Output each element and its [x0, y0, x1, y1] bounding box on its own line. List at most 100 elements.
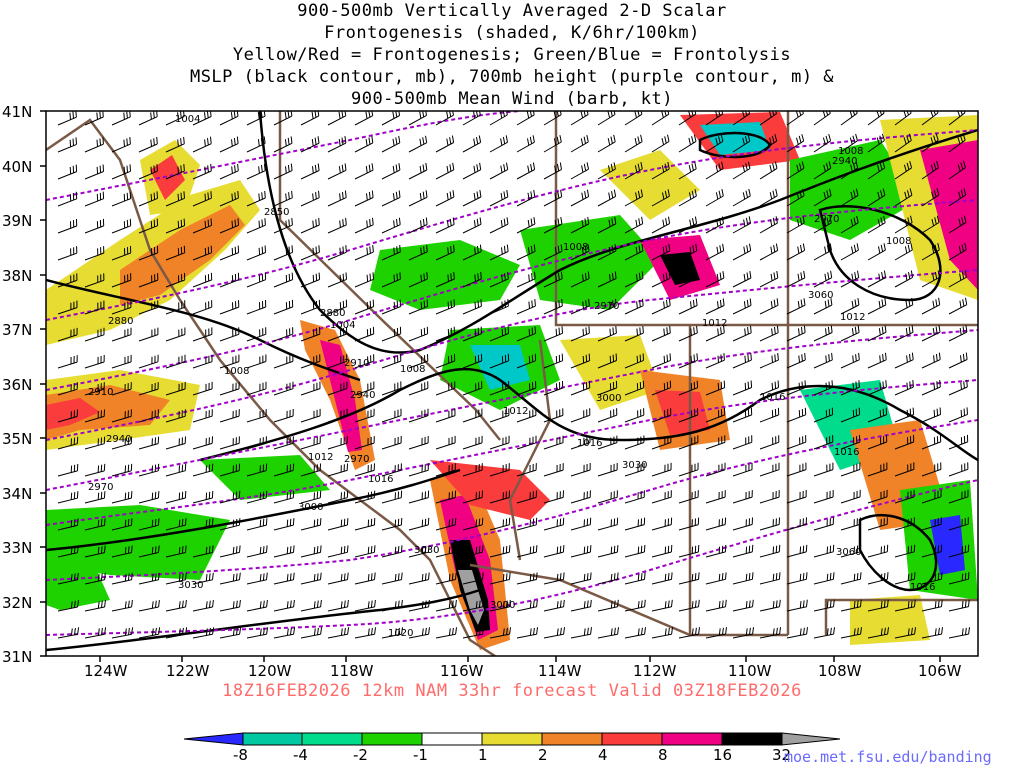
wind-barb	[921, 352, 941, 369]
wind-barb	[597, 545, 619, 558]
wind-barb	[84, 327, 105, 342]
wind-barb	[597, 435, 618, 450]
lat-label: 36N	[2, 376, 32, 394]
wind-barb	[678, 627, 700, 639]
wind-barb	[327, 217, 347, 234]
wind-barb	[516, 490, 537, 504]
wind-barb	[813, 572, 835, 585]
mslp-label: 1004	[330, 320, 355, 331]
wind-barb	[57, 355, 78, 369]
wind-barb	[624, 544, 646, 558]
wind-barb	[840, 517, 861, 531]
wind-barb	[219, 136, 239, 153]
wind-barb	[543, 545, 565, 558]
title-line-4: MSLP (black contour, mb), 700mb height (…	[189, 67, 835, 87]
wind-barb	[138, 273, 159, 288]
wind-barb	[705, 243, 725, 261]
wind-barb	[408, 572, 430, 585]
wind-barb	[921, 188, 940, 207]
wind-barb	[624, 189, 643, 207]
wind-barb	[840, 188, 859, 207]
wind-barb	[624, 353, 644, 369]
wind-barb	[84, 354, 105, 369]
height-label: 2880	[108, 316, 133, 327]
wind-barb	[111, 572, 133, 585]
wind-barb	[165, 111, 185, 126]
wind-barb	[651, 325, 671, 342]
wind-barb	[948, 133, 966, 153]
wind-barb	[192, 381, 213, 396]
wind-barb	[489, 435, 510, 450]
wind-barb	[516, 517, 538, 531]
wind-barb	[57, 600, 79, 612]
wind-barb	[678, 271, 698, 288]
wind-barb	[759, 462, 780, 477]
wind-barb	[192, 436, 213, 450]
wind-barb	[111, 627, 134, 639]
wind-barb	[489, 463, 510, 477]
wind-barb	[246, 572, 268, 585]
wind-barb	[651, 298, 671, 315]
wind-barb	[219, 518, 241, 531]
wind-barb	[867, 407, 888, 423]
wind-barb	[570, 326, 590, 342]
wind-barb	[462, 190, 482, 207]
wind-barb	[246, 354, 267, 369]
wind-barb	[138, 463, 160, 477]
wind-barb	[678, 298, 698, 315]
wind-barb	[138, 245, 159, 261]
wind-barb	[948, 544, 970, 558]
wind-barb	[516, 162, 536, 180]
wind-barb	[651, 189, 670, 207]
wind-barb	[138, 572, 160, 585]
wind-barb	[570, 517, 592, 531]
wind-barb	[327, 599, 349, 612]
wind-barb	[435, 435, 456, 450]
wind-barb	[300, 381, 321, 396]
wind-barb	[84, 627, 107, 639]
wind-barb	[759, 325, 779, 342]
wind-barb	[597, 162, 616, 180]
wind-barb	[435, 408, 456, 423]
wind-barb	[381, 490, 403, 504]
mslp-label: 1008	[224, 366, 249, 377]
height-label: 2910	[344, 358, 369, 369]
height-label: 2940	[106, 434, 131, 445]
wind-barb	[894, 160, 913, 180]
wind-barb	[705, 407, 726, 423]
wind-barb	[462, 545, 484, 558]
wind-barb	[84, 191, 105, 207]
wind-barb	[624, 627, 646, 639]
lon-label: 124W	[84, 662, 128, 680]
wind-barb	[840, 111, 858, 126]
lat-label: 37N	[2, 321, 32, 339]
wind-barbs	[57, 111, 970, 639]
wind-barb	[111, 164, 131, 180]
wind-barb	[138, 354, 159, 369]
wind-barb	[651, 517, 673, 531]
wind-barb	[624, 298, 644, 315]
wind-barb	[651, 462, 672, 477]
wind-barb	[192, 111, 212, 126]
wind-barb	[651, 271, 671, 288]
height-label: 3030	[414, 545, 439, 556]
wind-barb	[921, 599, 943, 612]
wind-barb	[57, 518, 79, 531]
wind-barb	[894, 572, 916, 585]
wind-barb	[489, 217, 509, 234]
wind-barb	[192, 300, 213, 315]
wind-barb	[543, 298, 563, 315]
wind-barb	[462, 490, 483, 504]
wind-barb	[624, 216, 644, 234]
wind-barb	[327, 299, 348, 315]
wind-barb	[354, 490, 376, 504]
wind-barb	[543, 380, 564, 396]
wind-barb	[840, 407, 861, 423]
lon-label: 122W	[166, 662, 210, 680]
wind-barb	[813, 544, 835, 558]
wind-barb	[624, 599, 646, 612]
wind-barb	[894, 517, 915, 531]
lat-label: 40N	[2, 158, 32, 176]
colorbar-tick: -4	[293, 746, 308, 764]
